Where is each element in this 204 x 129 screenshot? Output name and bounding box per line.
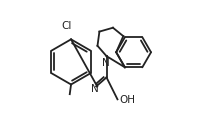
Text: N: N — [91, 84, 99, 94]
Text: Cl: Cl — [62, 21, 72, 31]
Text: OH: OH — [119, 95, 135, 105]
Text: N: N — [102, 58, 110, 68]
